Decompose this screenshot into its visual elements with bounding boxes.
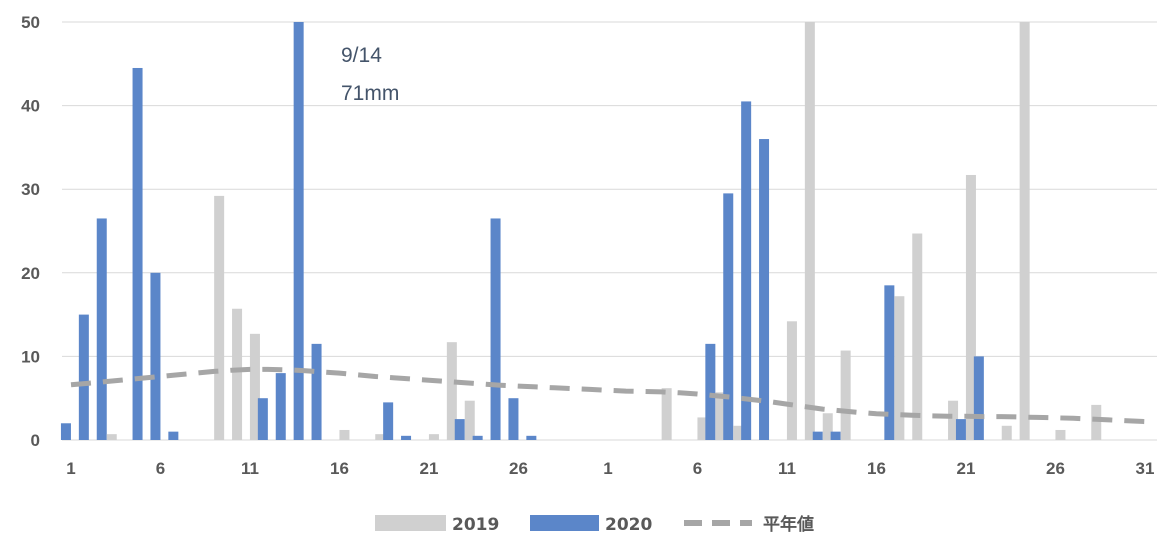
legend-swatch-2019 xyxy=(375,515,446,531)
bar-2019 xyxy=(715,392,726,440)
bar-2019 xyxy=(232,308,243,440)
bar-2019 xyxy=(375,434,386,440)
bar-2019 xyxy=(912,233,923,440)
bar-2020 xyxy=(311,343,322,440)
bar-2019 xyxy=(965,174,976,440)
annotation-value: 71mm xyxy=(341,82,399,105)
bar-2019 xyxy=(822,413,833,440)
bar-2019 xyxy=(428,434,439,440)
y-tick-label: 10 xyxy=(21,347,40,366)
bar-2019 xyxy=(804,22,815,440)
bar-2020 xyxy=(830,431,841,440)
x-tick-label: 6 xyxy=(693,459,702,478)
bar-2019 xyxy=(1091,404,1102,440)
bar-2020 xyxy=(508,398,519,440)
annotation: 9/14 71mm xyxy=(341,44,399,105)
legend-label-heinenchi: 平年値 xyxy=(763,514,814,535)
bar-2020 xyxy=(96,218,107,440)
x-axis: 1 6 11 16 21 26 1 6 11 16 21 26 31 xyxy=(66,459,1154,478)
bar-2020 xyxy=(401,435,412,440)
gridlines xyxy=(62,21,1157,441)
y-axis: 0 10 20 30 40 50 xyxy=(21,13,40,450)
x-tick-label: 1 xyxy=(603,459,612,478)
bars xyxy=(60,22,1102,441)
bar-2020 xyxy=(150,272,161,440)
average-line-group xyxy=(70,366,1146,425)
bar-2019 xyxy=(446,342,457,440)
y-tick-label: 40 xyxy=(21,97,40,116)
bar-2020 xyxy=(884,285,895,440)
x-tick-label: 26 xyxy=(509,459,528,478)
x-tick-label: 26 xyxy=(1046,459,1065,478)
bar-2019 xyxy=(1019,22,1030,440)
legend: 2019 2020 平年値 xyxy=(375,514,814,535)
bar-2020 xyxy=(526,435,537,440)
bar-2020 xyxy=(705,343,716,440)
x-tick-label: 21 xyxy=(419,459,438,478)
x-tick-label: 16 xyxy=(867,459,886,478)
bar-2019 xyxy=(1055,429,1066,440)
bar-2019 xyxy=(339,429,350,440)
bar-2020 xyxy=(812,431,823,440)
bar-2020 xyxy=(490,218,501,440)
legend-label-2020: 2020 xyxy=(605,515,652,535)
bar-2020 xyxy=(472,435,483,440)
x-tick-label: 11 xyxy=(778,459,796,478)
bar-2020 xyxy=(275,373,286,440)
x-tick-label: 11 xyxy=(241,459,259,478)
bar-2020 xyxy=(60,423,71,440)
y-tick-label: 0 xyxy=(31,431,40,450)
bar-2019 xyxy=(1001,425,1012,440)
bar-2019 xyxy=(214,195,225,440)
annotation-date: 9/14 xyxy=(341,44,382,67)
bar-2020 xyxy=(132,67,143,440)
x-tick-label: 31 xyxy=(1135,459,1154,478)
bar-2019 xyxy=(894,296,905,440)
bar-2020 xyxy=(741,101,752,441)
bar-2019 xyxy=(106,434,117,440)
bar-2020 xyxy=(454,419,465,440)
y-tick-label: 30 xyxy=(21,180,40,199)
bar-2019 xyxy=(840,350,851,440)
bar-2020 xyxy=(383,402,394,440)
bar-2020 xyxy=(78,314,89,440)
legend-label-2019: 2019 xyxy=(452,515,499,535)
x-tick-label: 1 xyxy=(66,459,75,478)
bar-2020 xyxy=(257,398,268,440)
bar-2019 xyxy=(661,388,672,440)
x-tick-label: 16 xyxy=(330,459,349,478)
bar-2020 xyxy=(168,431,179,440)
y-tick-label: 20 xyxy=(21,264,40,283)
bar-2020 xyxy=(955,419,966,440)
average-line xyxy=(70,366,1146,425)
bar-2019 xyxy=(733,425,744,440)
bar-2019 xyxy=(697,417,708,440)
bar-2019 xyxy=(948,400,959,440)
x-tick-label: 21 xyxy=(956,459,975,478)
bar-2020 xyxy=(723,193,734,440)
bar-2019 xyxy=(249,333,260,440)
bar-2019 xyxy=(464,400,475,440)
bar-2020 xyxy=(759,139,770,441)
bar-2019 xyxy=(786,321,797,440)
x-tick-label: 6 xyxy=(156,459,165,478)
bar-2020 xyxy=(293,22,304,440)
bar-2020 xyxy=(973,356,984,440)
legend-swatch-2020 xyxy=(530,515,599,531)
y-tick-label: 50 xyxy=(21,13,40,32)
